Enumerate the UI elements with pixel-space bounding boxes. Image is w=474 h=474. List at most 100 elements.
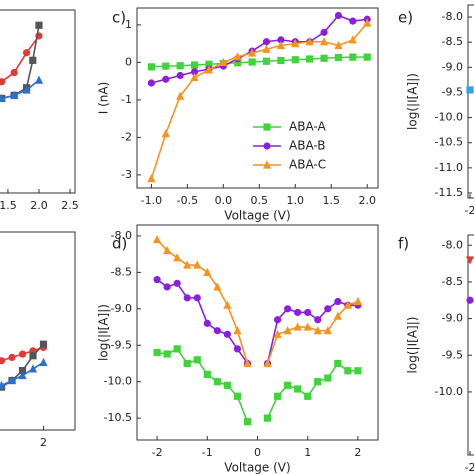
y-tick-label: -10.5 xyxy=(104,411,132,424)
marker xyxy=(7,375,17,385)
marker xyxy=(262,38,271,46)
series-line xyxy=(151,56,368,68)
marker xyxy=(234,59,242,67)
x-tick-label: -2 xyxy=(465,461,474,474)
marker xyxy=(205,60,213,68)
marker xyxy=(294,385,302,393)
marker xyxy=(354,367,362,375)
marker xyxy=(343,300,352,309)
y-tick-label: -8.0 xyxy=(442,10,463,23)
y-tick-label: -9.0 xyxy=(442,312,463,325)
marker xyxy=(18,370,27,380)
x-tick-label: 0 xyxy=(254,446,261,459)
marker xyxy=(334,53,343,62)
legend-label: ABA-C xyxy=(289,158,326,172)
marker xyxy=(262,44,271,53)
marker xyxy=(10,90,19,99)
x-tick-label: -1 xyxy=(202,446,213,459)
marker xyxy=(320,54,328,62)
x-tick-label: 2.0 xyxy=(358,194,376,207)
marker xyxy=(213,282,222,291)
x-tick-label: -2 xyxy=(465,204,474,217)
marker xyxy=(176,71,184,80)
x-tick-label: 0.0 xyxy=(215,194,233,207)
marker xyxy=(39,340,48,348)
marker xyxy=(283,326,292,335)
y-tick-label: -9.0 xyxy=(442,60,463,73)
marker xyxy=(304,308,312,317)
y-tick-label: -1 xyxy=(121,93,132,106)
axes-frame xyxy=(136,224,379,441)
marker xyxy=(8,353,16,361)
marker xyxy=(349,53,357,61)
marker xyxy=(28,364,38,373)
marker xyxy=(306,55,314,63)
panel: -2 -8.0 -8.5 -9.0 -9.5 -10.0 -10.5 -11.0 -11.5 e)… xyxy=(398,4,474,217)
y-tick-label: -9.0 xyxy=(111,302,132,315)
x-tick-label: 0.5 xyxy=(251,194,269,207)
axes-frame xyxy=(467,234,474,456)
marker xyxy=(153,276,161,284)
y-tick-label: -10.0 xyxy=(435,385,463,398)
x-tick-label: 2 xyxy=(40,436,47,449)
marker xyxy=(263,358,272,368)
marker xyxy=(39,357,48,366)
marker xyxy=(320,28,328,36)
marker xyxy=(163,245,172,255)
marker xyxy=(0,78,6,86)
marker xyxy=(29,56,37,64)
marker xyxy=(248,58,256,66)
marker xyxy=(176,62,184,70)
marker xyxy=(293,322,302,331)
marker xyxy=(465,256,474,265)
marker xyxy=(163,350,171,358)
y-tick-label: -9.5 xyxy=(442,85,463,98)
marker xyxy=(0,93,6,103)
x-tick-label: 1.5 xyxy=(0,199,17,212)
legend-marker xyxy=(263,123,271,131)
marker xyxy=(163,283,171,291)
marker xyxy=(314,316,322,324)
marker xyxy=(219,57,228,66)
marker xyxy=(334,297,342,306)
panel: 2 xyxy=(0,231,76,449)
marker xyxy=(203,319,211,327)
marker xyxy=(0,357,6,365)
marker xyxy=(162,75,170,83)
marker xyxy=(233,52,242,61)
marker xyxy=(34,75,44,84)
y-tick-label: -11.5 xyxy=(435,186,463,199)
y-axis-label: log(|I[A]|) xyxy=(406,73,420,130)
marker xyxy=(190,68,199,76)
axes-frame xyxy=(0,9,76,194)
axes-frame xyxy=(0,231,76,431)
panel: -1.0 -0.5 0.0 0.5 1.0 1.5 2.0 -3 -2 -1 0 1c) Voltage… xyxy=(97,7,379,223)
marker xyxy=(35,21,43,29)
marker xyxy=(324,305,332,313)
y-tick-label: -8.5 xyxy=(442,275,463,288)
marker xyxy=(22,85,31,94)
series-line xyxy=(266,300,358,364)
marker xyxy=(193,294,201,302)
marker xyxy=(305,37,314,46)
marker xyxy=(294,308,302,317)
series-line xyxy=(150,22,368,179)
legend-label: ABA-B xyxy=(289,139,326,153)
axes-frame xyxy=(136,7,379,189)
x-tick-label: 1 xyxy=(304,446,311,459)
marker xyxy=(183,359,191,368)
y-tick-label: -8.0 xyxy=(442,238,463,251)
marker xyxy=(152,234,162,244)
y-axis-label: I (nA) xyxy=(97,82,111,115)
marker xyxy=(223,330,231,338)
marker xyxy=(29,352,37,360)
y-axis-label: log(|I[A]|) xyxy=(97,304,111,361)
y-tick-label: -2 xyxy=(121,130,132,143)
marker xyxy=(466,296,474,304)
marker xyxy=(348,35,357,44)
marker xyxy=(273,329,282,338)
marker xyxy=(324,374,332,382)
panel-label: d) xyxy=(112,235,127,253)
marker xyxy=(190,72,199,81)
marker xyxy=(314,378,322,386)
